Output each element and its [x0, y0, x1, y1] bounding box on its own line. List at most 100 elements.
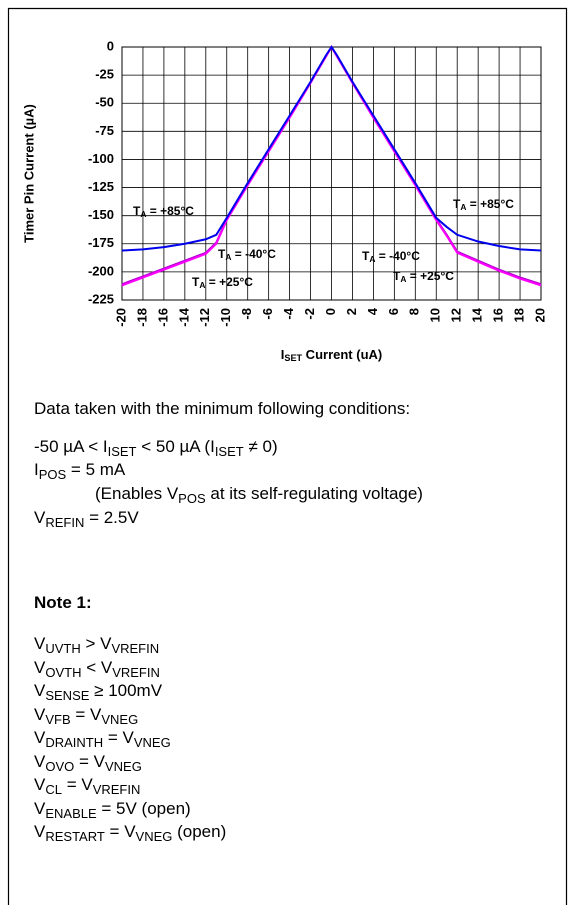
text: ≠ 0) [243, 437, 278, 456]
text: V [34, 704, 46, 724]
subscript: VNEG [133, 735, 171, 750]
x-tick-label: -8 [239, 308, 254, 320]
text: (open) [172, 822, 227, 841]
annotation-part: = +85°C [466, 197, 514, 211]
y-tick-label: -25 [95, 67, 114, 82]
text-line: VREFIN = 2.5V [34, 508, 139, 530]
annotation-part: = +85°C [146, 204, 194, 218]
x-tick-label: 12 [449, 308, 464, 322]
text: -50 µA < I [34, 437, 108, 456]
text-line: VENABLE = 5V (open) [34, 798, 191, 821]
subscript: VREFIN [112, 664, 160, 680]
text-line: Data taken with the minimum following co… [34, 399, 411, 418]
text: = 2.5V [84, 508, 139, 527]
y-axis-label: Timer Pin Current (µA) [21, 104, 36, 243]
annotation: TA = +25°C [192, 275, 253, 290]
y-tick-label: -125 [88, 179, 114, 194]
x-axis-label-part: I [281, 347, 285, 362]
subscript: DRAINTH [45, 735, 104, 750]
annotation-sub: A [225, 252, 231, 262]
subscript: VNEG [104, 758, 142, 774]
text: < 50 µA (I [136, 437, 215, 456]
subscript: POS [38, 467, 67, 482]
text: ≥ 100mV [89, 681, 163, 700]
text-line: VDRAINTH = VVNEG [34, 728, 171, 750]
x-tick-label: 14 [470, 307, 485, 322]
y-tick-label: -200 [88, 263, 114, 278]
subscript: ENABLE [45, 805, 97, 821]
subscript: VNEG [101, 711, 139, 727]
text: (Enables V [95, 484, 179, 503]
subscript: SENSE [45, 688, 90, 703]
subscript: OVTH [45, 664, 82, 680]
subscript: VREFIN [111, 641, 160, 656]
x-axis-label: ISET Current (uA) [281, 347, 382, 363]
annotation: TA = +85°C [453, 197, 514, 212]
annotation-part: = -40°C [231, 247, 276, 261]
text-line: VVFB = VVNEG [34, 704, 139, 727]
subscript: OVO [45, 758, 75, 774]
y-tick-label: -75 [95, 123, 114, 138]
subscript: UVTH [45, 641, 81, 656]
x-tick-label: 16 [491, 308, 506, 322]
x-tick-label: -18 [134, 308, 149, 327]
x-tick-label: -12 [197, 308, 212, 327]
text: = 5 mA [66, 460, 126, 479]
text: = V [103, 728, 134, 747]
annotation-sub: A [400, 274, 406, 284]
text-line: VCL = VVREFIN [34, 775, 141, 797]
x-tick-label: 2 [344, 308, 359, 315]
text: = V [104, 822, 136, 841]
x-tick-label: -20 [113, 308, 128, 327]
x-tick-label: 4 [365, 307, 380, 315]
text: = V [61, 775, 93, 794]
subscript: RESTART [45, 829, 105, 844]
series-line [121, 45, 542, 252]
text: V [34, 728, 46, 747]
subscript: REFIN [45, 515, 85, 530]
text: = V [74, 751, 105, 771]
x-tick-label: 10 [428, 308, 443, 322]
text: > V [80, 634, 112, 653]
annotation-sub: A [199, 280, 205, 290]
x-tick-label: -10 [218, 308, 233, 327]
annotation: TA = +25°C [393, 269, 454, 284]
subscript: VNEG [135, 829, 173, 844]
annotation-sub: A [140, 209, 146, 219]
x-tick-label: 18 [511, 308, 526, 322]
text-line: Note 1: [34, 593, 92, 612]
x-tick-label: -14 [176, 307, 191, 327]
text-line: VUVTH > VVREFIN [34, 634, 160, 656]
annotation-sub: A [460, 202, 466, 212]
subscript: VREFIN [92, 782, 141, 797]
x-tick-label: 6 [386, 308, 401, 315]
annotation-part: T [218, 247, 226, 261]
text: V [34, 634, 46, 653]
annotation-part: = +25°C [406, 269, 454, 283]
text: V [34, 822, 46, 841]
annotation-part: = -40°C [375, 249, 420, 263]
annotation: TA = -40°C [362, 249, 420, 264]
text-line: (Enables VPOS at its self-regulating vol… [95, 484, 423, 505]
annotation-part: T [133, 204, 141, 218]
y-tick-label: 0 [107, 38, 114, 53]
text-line: VSENSE ≥ 100mV [34, 681, 163, 703]
subscript: CL [45, 782, 62, 797]
subscript: VFB [45, 711, 71, 727]
text: = V [70, 704, 102, 724]
text: = 5V (open) [96, 798, 191, 818]
text: V [34, 775, 46, 794]
x-tick-label: -2 [302, 308, 317, 320]
text: V [34, 508, 46, 527]
y-tick-label: -175 [88, 235, 114, 250]
text-line: VRESTART = VVNEG (open) [34, 822, 227, 844]
y-tick-label: -50 [95, 95, 114, 110]
x-tick-label: 20 [532, 308, 547, 322]
frame [7, 7, 568, 905]
text: at its self-regulating voltage) [205, 484, 423, 503]
x-axis-label-sub: SET [284, 353, 302, 363]
x-tick-label: -4 [281, 307, 296, 319]
text: I [34, 460, 39, 479]
subscript: ISET [214, 444, 244, 459]
annotation-part: T [393, 269, 401, 283]
